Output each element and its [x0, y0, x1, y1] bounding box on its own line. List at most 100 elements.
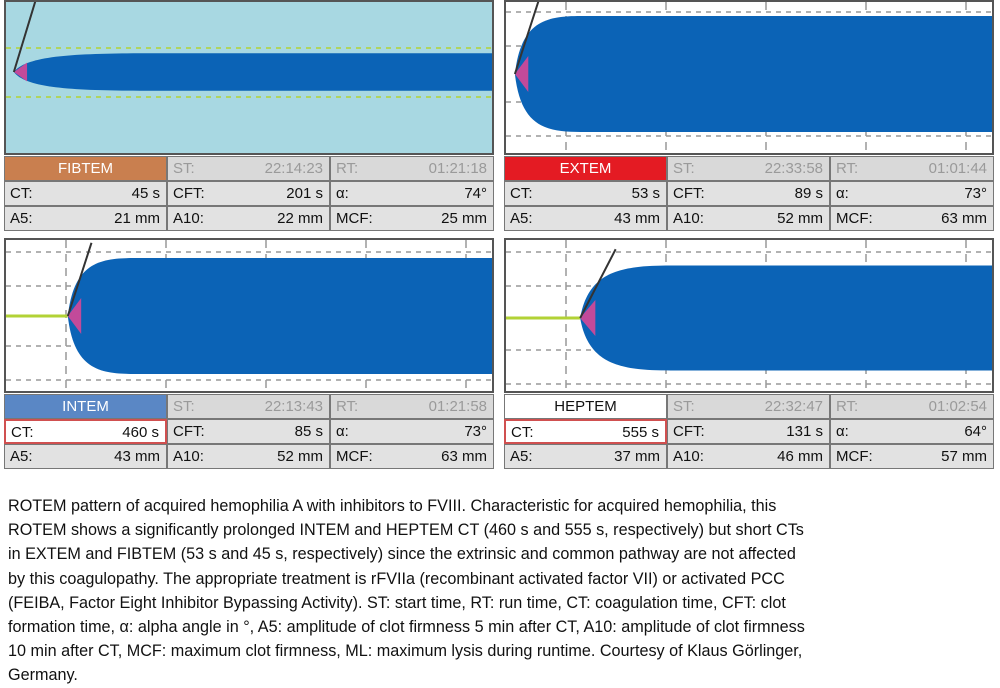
rt-label: RT: [336, 160, 359, 177]
alpha-cell: α: 73° [830, 181, 994, 206]
st-label: ST: [173, 160, 195, 177]
st-label: ST: [173, 398, 195, 415]
alpha-tangent-line [12, 2, 37, 73]
cft-label: CFT: [173, 423, 205, 440]
fibtem-temogram [6, 2, 492, 98]
alpha-label: α: [336, 423, 349, 440]
a10-value: 52 mm [277, 448, 323, 465]
st-value: 22:32:47 [764, 398, 823, 415]
alpha-cell: α: 74° [330, 181, 494, 206]
a5-value: 43 mm [114, 448, 160, 465]
mcf-label: MCF: [836, 210, 873, 227]
start-time-cell: ST: 22:33:58 [667, 156, 830, 181]
a10-label: A10: [173, 448, 204, 465]
fibtem-header-row: FIBTEM ST: 22:14:23 RT: 01:21:18 [4, 156, 494, 181]
alpha-angle-marker [67, 298, 82, 334]
a5-value: 21 mm [114, 210, 160, 227]
a5-cell: A5: 37 mm [504, 444, 667, 469]
clot-firmness-trace [514, 16, 992, 132]
mcf-label: MCF: [336, 210, 373, 227]
caption-line: ROTEM shows a significantly prolonged IN… [8, 521, 804, 540]
ct-label: CT: [510, 185, 533, 202]
extem-temogram [506, 2, 992, 153]
intem-header-row: INTEM ST: 22:13:43 RT: 01:21:58 [4, 394, 494, 419]
cft-cell: CFT: 131 s [667, 419, 830, 444]
cft-value: 85 s [294, 423, 323, 440]
rt-value: 01:21:58 [428, 398, 487, 415]
caption-line: in EXTEM and FIBTEM (53 s and 45 s, resp… [8, 545, 796, 564]
rt-label: RT: [336, 398, 359, 415]
a5-cell: A5: 43 mm [4, 444, 167, 469]
extem-row-ct: CT: 53 s CFT: 89 s α: 73° [504, 181, 994, 206]
extem-graph [504, 0, 994, 155]
caption-line: ROTEM pattern of acquired hemophilia A w… [8, 497, 777, 515]
alpha-tangent-line [513, 2, 540, 75]
panel-fibtem: FIBTEM ST: 22:14:23 RT: 01:21:18 CT: 45 s C… [4, 0, 494, 233]
caption-line: Germany. [8, 666, 78, 685]
rt-value: 01:21:18 [428, 160, 487, 177]
fibtem-row-amp: A5: 21 mm A10: 22 mm MCF: 25 mm [4, 206, 494, 231]
a5-label: A5: [10, 448, 33, 465]
run-time-cell: RT: 01:21:58 [330, 394, 494, 419]
caption-line: by this coagulopathy. The appropriate tr… [8, 569, 785, 588]
test-name-intem: INTEM [4, 394, 167, 419]
run-time-cell: RT: 01:21:18 [330, 156, 494, 181]
cft-value: 201 s [286, 185, 323, 202]
figure-caption: ROTEM pattern of acquired hemophilia A w… [8, 494, 993, 688]
mcf-value: 25 mm [441, 210, 487, 227]
st-value: 22:14:23 [264, 160, 323, 177]
a10-label: A10: [673, 448, 704, 465]
mcf-cell: MCF: 63 mm [330, 444, 494, 469]
cft-label: CFT: [673, 423, 705, 440]
a10-value: 22 mm [277, 210, 323, 227]
a10-label: A10: [673, 210, 704, 227]
st-label: ST: [673, 160, 695, 177]
panel-extem: EXTEM ST: 22:33:58 RT: 01:01:44 CT: 53 s CF… [504, 0, 994, 233]
rt-label: RT: [836, 160, 859, 177]
a10-cell: A10: 52 mm [667, 206, 830, 231]
start-time-cell: ST: 22:13:43 [167, 394, 330, 419]
cft-label: CFT: [673, 185, 705, 202]
caption-line: 10 min after CT, MCF: maximum clot firmn… [8, 642, 803, 661]
a5-cell: A5: 43 mm [504, 206, 667, 231]
heptem-header-row: HEPTEM ST: 22:32:47 RT: 01:02:54 [504, 394, 994, 419]
rt-label: RT: [836, 398, 859, 415]
rt-value: 01:01:44 [928, 160, 987, 177]
alpha-label: α: [336, 185, 349, 202]
ct-value: 460 s [122, 424, 159, 441]
a5-cell: A5: 21 mm [4, 206, 167, 231]
alpha-value: 64° [964, 423, 987, 440]
alpha-angle-marker [580, 300, 596, 336]
st-value: 22:13:43 [264, 398, 323, 415]
heptem-row-ct: CT: 555 s CFT: 131 s α: 64° [504, 419, 994, 444]
panel-heptem: HEPTEM ST: 22:32:47 RT: 01:02:54 CT: 555 s … [504, 238, 994, 471]
intem-temogram [6, 240, 492, 391]
ct-label: CT: [511, 424, 534, 441]
ct-value: 555 s [622, 424, 659, 441]
intem-row-ct: CT: 460 s CFT: 85 s α: 73° [4, 419, 494, 444]
panel-intem: INTEM ST: 22:13:43 RT: 01:21:58 CT: 460 s C… [4, 238, 494, 471]
mcf-cell: MCF: 57 mm [830, 444, 994, 469]
extem-header-row: EXTEM ST: 22:33:58 RT: 01:01:44 [504, 156, 994, 181]
st-label: ST: [673, 398, 695, 415]
test-name-extem: EXTEM [504, 156, 667, 181]
test-name-heptem: HEPTEM [504, 394, 667, 419]
mcf-label: MCF: [336, 448, 373, 465]
caption-line: formation time, α: alpha angle in °, A5:… [8, 618, 805, 637]
heptem-temogram [506, 240, 992, 391]
a5-label: A5: [510, 210, 533, 227]
heptem-graph [504, 238, 994, 393]
st-value: 22:33:58 [764, 160, 823, 177]
test-name-fibtem: FIBTEM [4, 156, 167, 181]
mcf-label: MCF: [836, 448, 873, 465]
caption-line: (FEIBA, Factor Eight Inhibitor Bypassing… [8, 593, 786, 612]
cft-cell: CFT: 85 s [167, 419, 330, 444]
fibtem-row-ct: CT: 45 s CFT: 201 s α: 74° [4, 181, 494, 206]
run-time-cell: RT: 01:02:54 [830, 394, 994, 419]
alpha-value: 73° [964, 185, 987, 202]
ct-cell: CT: 53 s [504, 181, 667, 206]
a5-label: A5: [510, 448, 533, 465]
a10-cell: A10: 46 mm [667, 444, 830, 469]
a5-value: 37 mm [614, 448, 660, 465]
ct-label: CT: [11, 424, 34, 441]
